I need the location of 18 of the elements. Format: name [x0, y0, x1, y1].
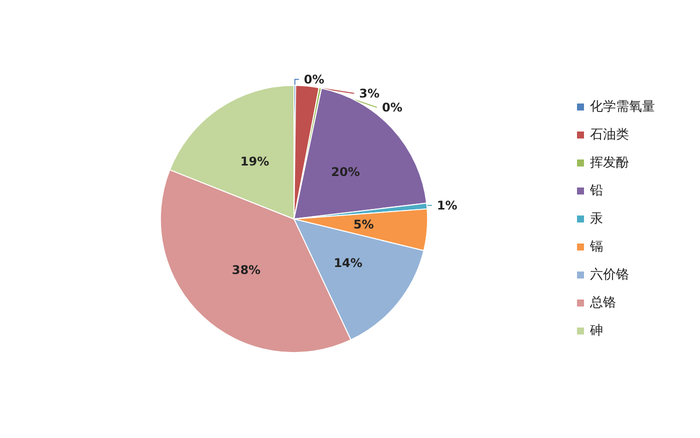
data-label: 14%: [334, 256, 362, 270]
legend-label: 化学需氧量: [590, 100, 655, 114]
legend-label: 总铬: [589, 296, 616, 310]
data-label: 5%: [353, 218, 374, 232]
data-label: 38%: [232, 262, 261, 277]
legend-label: 挥发酚: [590, 156, 629, 170]
legend-label: 镉: [589, 240, 603, 254]
legend-label: 石油类: [590, 128, 629, 142]
data-label: 19%: [240, 154, 270, 168]
data-label: 3%: [359, 86, 380, 100]
legend-label: 铅: [589, 184, 603, 198]
data-label: 1%: [436, 198, 458, 212]
data-label: 0%: [382, 100, 402, 114]
legend-label: 六价铬: [590, 268, 629, 282]
legend-label: 汞: [590, 212, 603, 226]
data-label: 0%: [304, 72, 324, 86]
legend-label: 砷: [589, 324, 603, 338]
data-label: 20%: [331, 164, 360, 179]
